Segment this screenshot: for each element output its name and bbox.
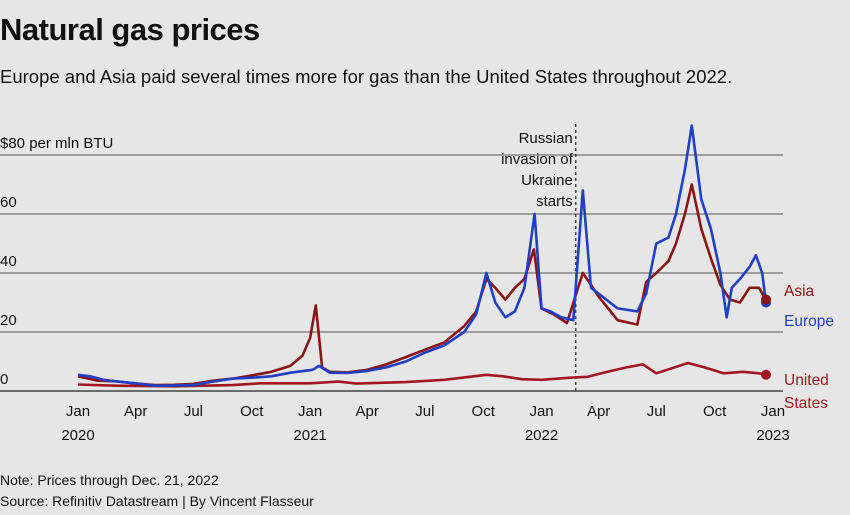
x-tick-label: Apr: [355, 403, 378, 420]
chart-title: Natural gas prices: [0, 12, 260, 47]
grid-lines: [0, 154, 783, 392]
chart-subtitle: Europe and Asia paid several times more …: [0, 66, 733, 87]
annotation-text: invasion of: [501, 151, 574, 168]
series-line-asia: [77, 183, 768, 387]
x-tick-label: Jan: [761, 403, 785, 420]
series-line-united-states: [77, 361, 767, 388]
x-tick-year: 2020: [61, 427, 94, 444]
series-label: States: [784, 395, 828, 412]
x-tick-label: Apr: [587, 403, 610, 420]
line-chart: Russian invasion of Ukraine starts 0 20 40 60 $…: [0, 124, 834, 444]
chart-source: Source: Refinitiv Datastream | By Vincen…: [0, 493, 314, 509]
series-lines: [77, 124, 768, 388]
annotation-text: Ukraine: [521, 172, 573, 189]
x-tick-year: 2022: [525, 427, 558, 444]
annotation-text: Russian: [519, 130, 573, 147]
x-tick-label: Jul: [415, 403, 434, 420]
x-tick-year: 2021: [293, 427, 326, 444]
x-tick-label: Jul: [647, 403, 666, 420]
series-line-europe: [77, 124, 768, 387]
end-dot-united-states: [761, 369, 772, 380]
x-tick-label: Jul: [184, 403, 203, 420]
series-label: Asia: [784, 283, 815, 300]
x-tick-label: Jan: [66, 403, 90, 420]
x-tick-label: Oct: [703, 403, 727, 420]
x-tick-label: Jan: [529, 403, 553, 420]
end-dot-asia: [761, 294, 772, 305]
x-tick-label: Oct: [240, 403, 264, 420]
x-axis-ticks: Jan 2020 Apr Jul Oct Jan 2021 Apr Jul Oct Jan 2022 A…: [61, 403, 789, 444]
y-tick-label: $80 per mln BTU: [0, 135, 113, 152]
y-tick-label: 20: [0, 312, 17, 329]
y-axis-ticks: 0 20 40 60 $80 per mln BTU: [0, 135, 113, 388]
series-labels: Europe Asia United States: [761, 283, 834, 412]
annotation-text: starts: [536, 193, 573, 210]
chart-note: Note: Prices through Dec. 21, 2022: [0, 472, 219, 488]
y-tick-label: 60: [0, 194, 17, 211]
series-label: Europe: [784, 313, 834, 330]
x-tick-label: Apr: [124, 403, 147, 420]
invasion-annotation: Russian invasion of Ukraine starts: [501, 124, 577, 391]
x-tick-label: Oct: [472, 403, 496, 420]
y-tick-label: 40: [0, 253, 17, 270]
x-tick-label: Jan: [298, 403, 322, 420]
series-label: United: [784, 372, 829, 389]
y-tick-label: 0: [0, 371, 8, 388]
x-tick-year: 2023: [756, 427, 789, 444]
